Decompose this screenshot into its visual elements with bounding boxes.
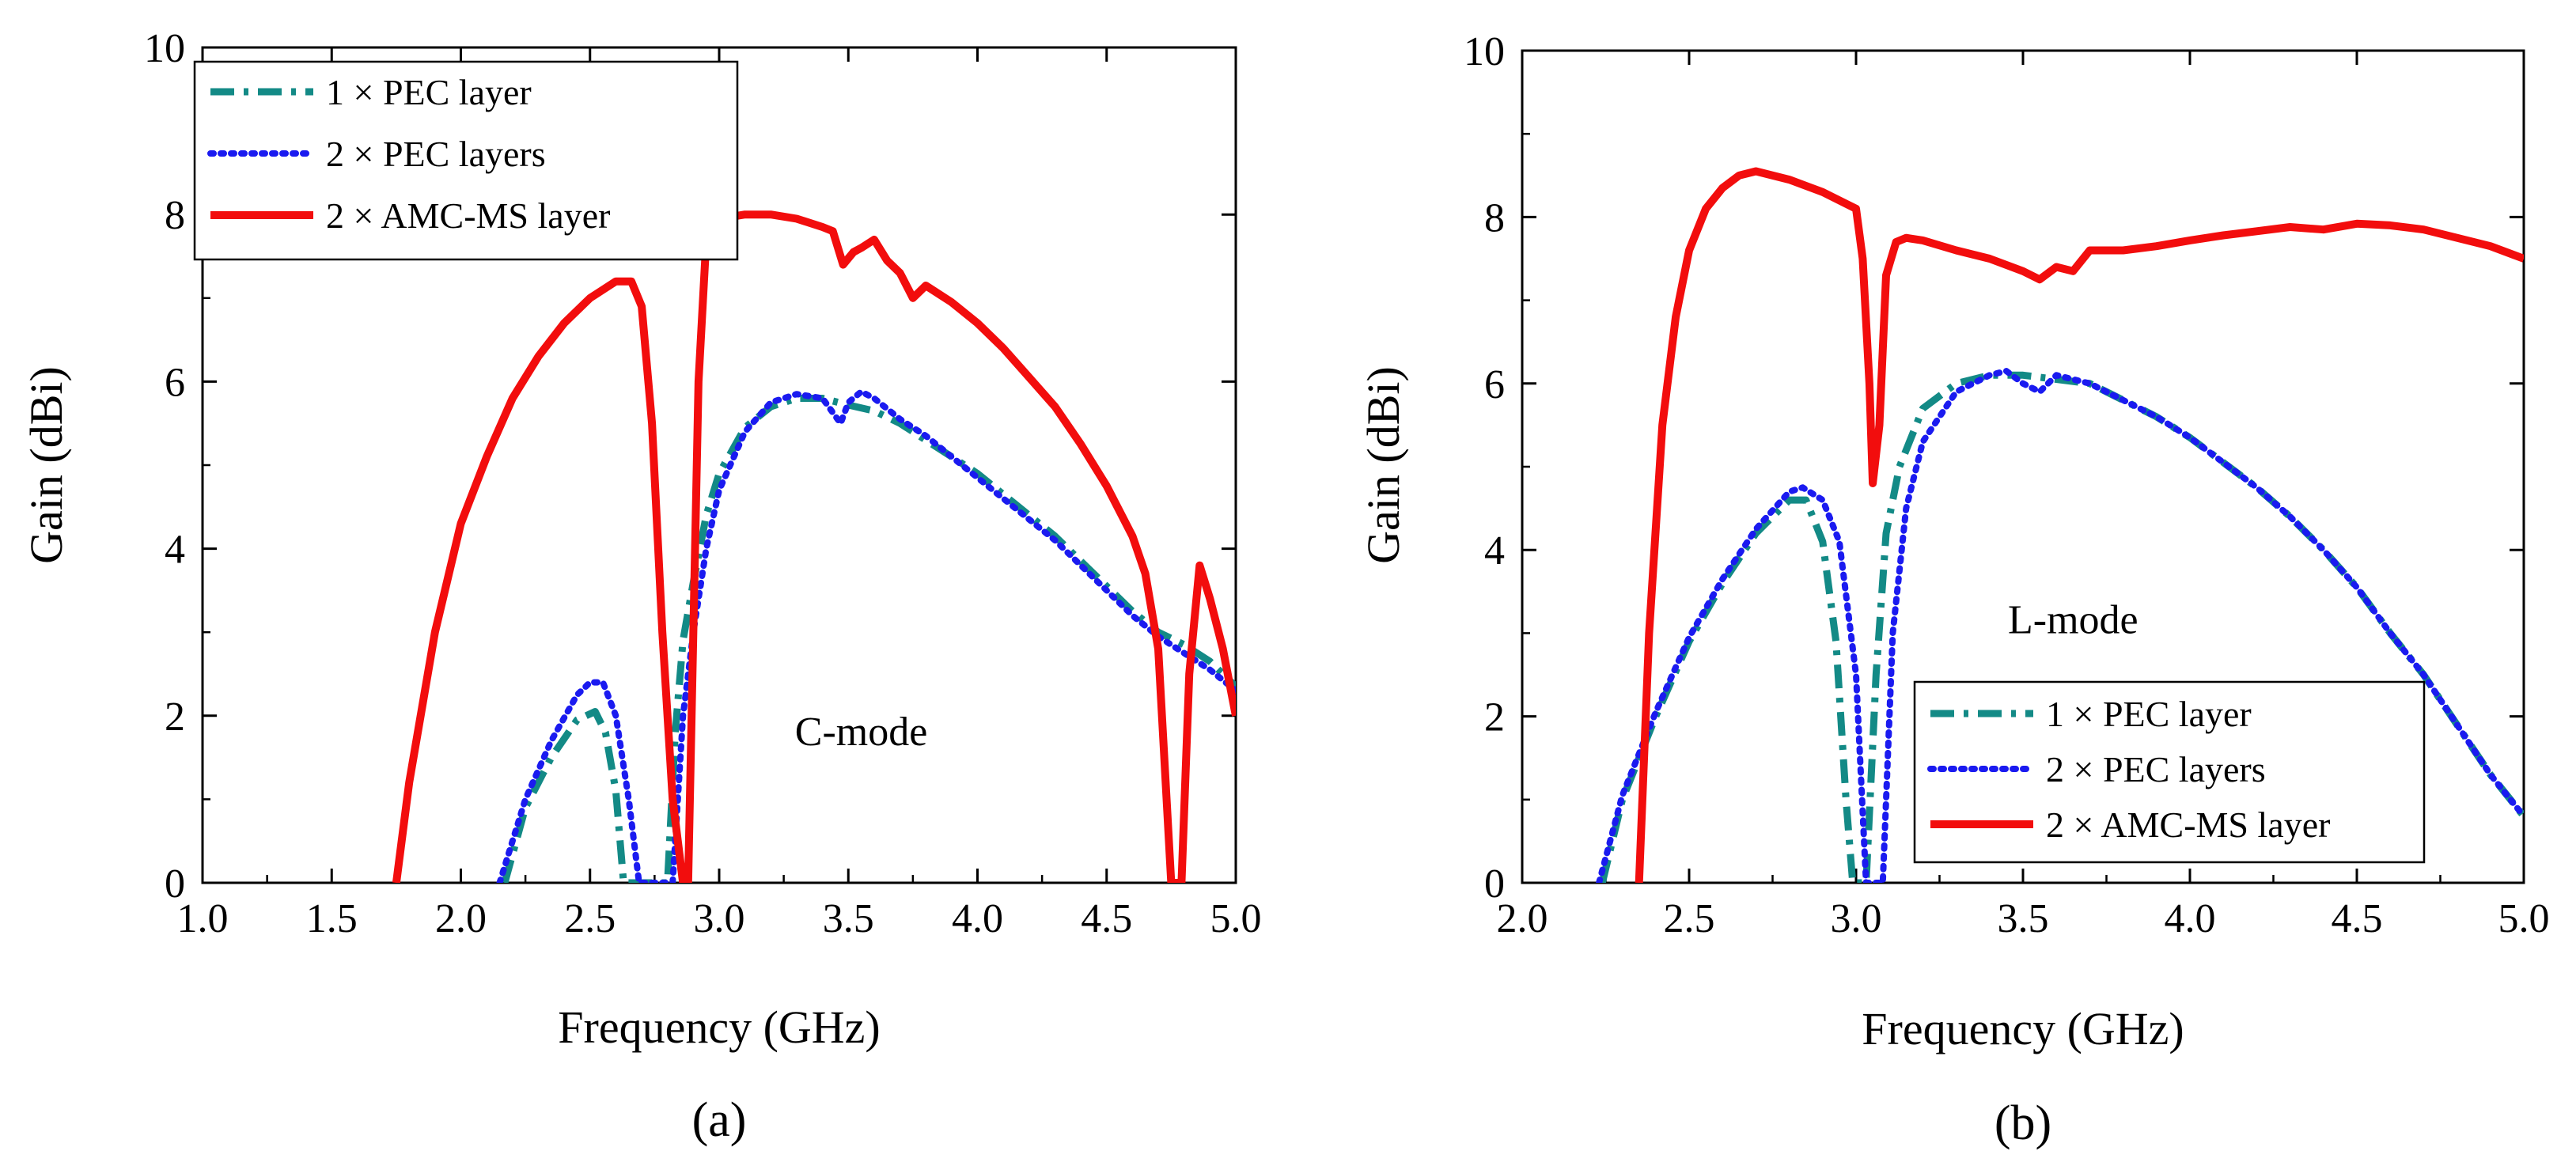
legend-label: 2 × PEC layers	[326, 134, 546, 174]
panel-label: (b)	[1995, 1096, 2051, 1150]
y-axis-label: Gain (dBi)	[1358, 366, 1409, 564]
x-tick-label: 3.0	[694, 896, 745, 941]
series-layer	[392, 210, 1236, 883]
mode-annotation: C-mode	[795, 710, 928, 755]
legend-label: 1 × PEC layer	[2046, 694, 2252, 734]
x-tick-label: 3.5	[1998, 896, 2049, 941]
y-tick-label: 6	[1484, 362, 1505, 407]
panel-label: (a)	[692, 1093, 747, 1147]
y-tick-label: 2	[1484, 695, 1505, 740]
y-tick-label: 0	[165, 861, 185, 907]
legend-box	[193, 60, 739, 261]
x-tick-label: 5.0	[2498, 896, 2550, 941]
chart-panel-b: 2.0 2.5 3.0 3.5 4.0 4.5 5.0 0 2 4 6 8 10 L-mode 1 × …	[1358, 29, 2550, 1150]
x-tick-label: 2.0	[435, 896, 487, 941]
x-tick-label: 1.5	[306, 896, 358, 941]
x-tick-label: 5.0	[1210, 896, 1262, 941]
mode-annotation: L-mode	[2008, 597, 2138, 642]
y-tick-label: 10	[144, 26, 185, 71]
series-line	[501, 395, 1236, 883]
y-tick-label: 0	[1484, 861, 1505, 907]
legend: 1 × PEC layer 2 × PEC layers 2 × AMC-MS la…	[1913, 680, 2426, 864]
x-tick-label: 1.0	[177, 896, 229, 941]
x-tick-label: 3.5	[823, 896, 874, 941]
x-axis-label: Frequency (GHz)	[558, 1001, 880, 1053]
x-tick-label: 2.5	[564, 896, 616, 941]
legend-label: 2 × AMC-MS layer	[326, 195, 610, 236]
series-line	[392, 210, 1236, 883]
series-layer	[1596, 167, 2524, 883]
axis-ticks: 1.0 1.5 2.0 2.5 3.0 3.5 4.0 4.5 5.0 0 2 4 6 8 10	[144, 26, 1262, 941]
x-tick-label: 4.0	[2165, 896, 2216, 941]
series-line	[1596, 368, 2524, 883]
series-line	[496, 388, 1236, 883]
series-line	[1635, 167, 2524, 883]
legend-label: 1 × PEC layer	[326, 72, 532, 112]
x-tick-label: 4.5	[1081, 896, 1132, 941]
x-tick-label: 2.0	[1497, 896, 1548, 941]
y-tick-label: 8	[1484, 195, 1505, 240]
x-tick-label: 4.0	[952, 896, 1003, 941]
y-tick-label: 10	[1464, 29, 1505, 74]
y-tick-label: 4	[165, 528, 185, 573]
y-tick-label: 6	[165, 360, 185, 405]
y-tick-label: 4	[1484, 528, 1505, 574]
y-axis-label: Gain (dBi)	[21, 366, 72, 564]
legend: 1 × PEC layer 2 × PEC layers 2 × AMC-MS la…	[193, 60, 739, 261]
y-tick-label: 8	[165, 193, 185, 238]
legend-label: 2 × AMC-MS layer	[2046, 804, 2330, 845]
chart-panel-a: 1.0 1.5 2.0 2.5 3.0 3.5 4.0 4.5 5.0 0 2 4 6 8 10 C-mod…	[21, 26, 1262, 1147]
y-tick-label: 2	[165, 695, 185, 740]
x-tick-label: 2.5	[1664, 896, 1715, 941]
x-axis-label: Frequency (GHz)	[1862, 1003, 2184, 1054]
legend-label: 2 × PEC layers	[2046, 749, 2266, 789]
x-tick-label: 3.0	[1831, 896, 1882, 941]
x-tick-label: 4.5	[2332, 896, 2383, 941]
axis-ticks: 2.0 2.5 3.0 3.5 4.0 4.5 5.0 0 2 4 6 8 10	[1464, 29, 2550, 941]
